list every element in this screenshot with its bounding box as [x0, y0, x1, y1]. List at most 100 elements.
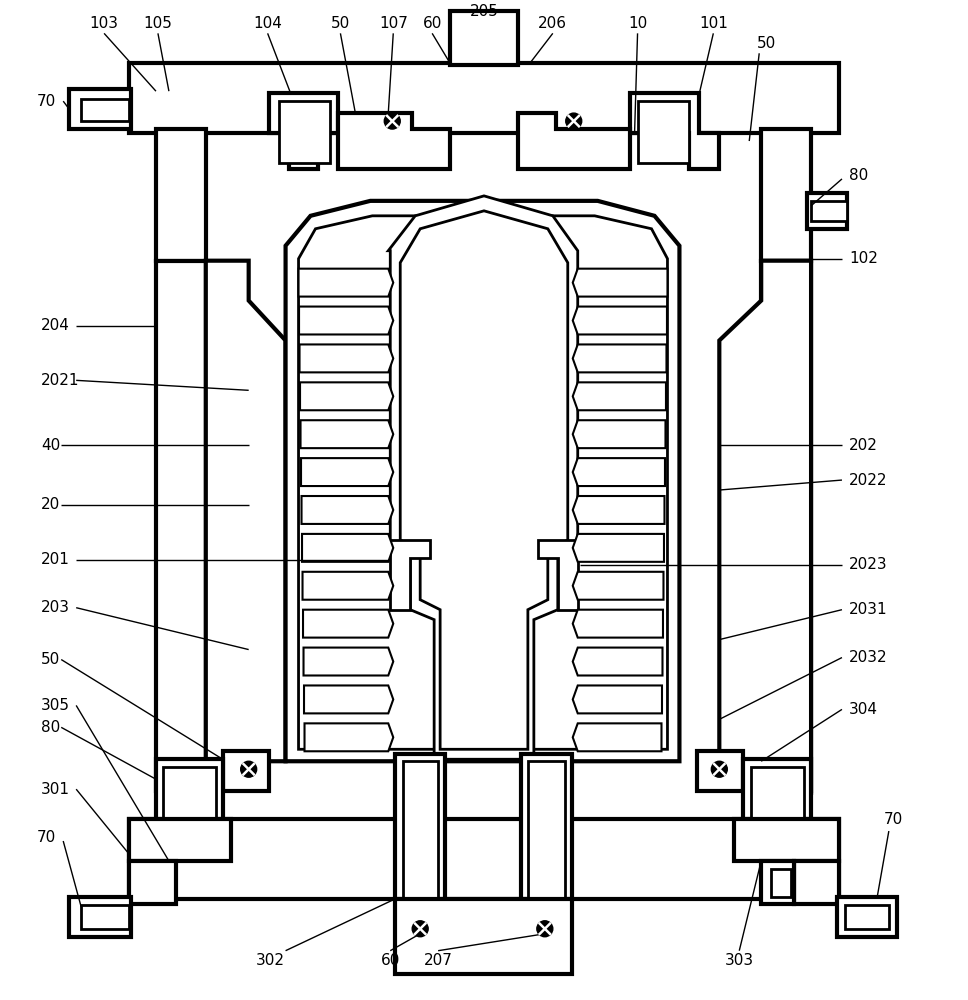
- Polygon shape: [286, 201, 680, 761]
- Text: 305: 305: [42, 698, 71, 713]
- Text: 302: 302: [257, 953, 286, 968]
- Text: 20: 20: [42, 497, 61, 512]
- Bar: [163, 767, 216, 819]
- Polygon shape: [300, 420, 393, 448]
- Bar: [450, 11, 518, 65]
- Bar: [771, 869, 791, 897]
- Polygon shape: [573, 572, 663, 600]
- Text: 40: 40: [42, 438, 61, 453]
- Polygon shape: [299, 344, 393, 372]
- Bar: [129, 861, 176, 904]
- Bar: [156, 759, 223, 819]
- Polygon shape: [573, 344, 667, 372]
- Bar: [129, 63, 839, 133]
- Text: 101: 101: [699, 16, 728, 31]
- Polygon shape: [339, 113, 450, 169]
- Polygon shape: [573, 382, 666, 410]
- Polygon shape: [304, 648, 393, 675]
- Polygon shape: [400, 211, 568, 749]
- Bar: [156, 261, 206, 791]
- Text: 80: 80: [849, 168, 868, 183]
- Text: 70: 70: [37, 830, 56, 845]
- Text: 203: 203: [42, 600, 71, 615]
- Bar: [528, 761, 564, 899]
- Polygon shape: [573, 534, 664, 562]
- Polygon shape: [388, 196, 578, 759]
- Polygon shape: [538, 540, 578, 610]
- Polygon shape: [629, 93, 719, 169]
- Bar: [521, 754, 572, 899]
- Text: 2023: 2023: [849, 557, 888, 572]
- Text: 60: 60: [422, 16, 441, 31]
- Polygon shape: [303, 572, 393, 600]
- Text: 304: 304: [849, 702, 878, 717]
- Bar: [69, 897, 131, 937]
- Text: 50: 50: [331, 16, 350, 31]
- Text: 2022: 2022: [849, 473, 888, 488]
- Polygon shape: [304, 685, 393, 713]
- Text: 204: 204: [42, 318, 70, 333]
- Bar: [395, 754, 445, 899]
- Text: 205: 205: [469, 4, 499, 19]
- Circle shape: [412, 921, 428, 937]
- Polygon shape: [305, 723, 393, 751]
- Polygon shape: [719, 261, 811, 791]
- Text: 80: 80: [42, 720, 61, 735]
- Bar: [697, 751, 743, 791]
- Bar: [156, 129, 206, 261]
- Polygon shape: [573, 269, 668, 297]
- Polygon shape: [298, 269, 393, 297]
- Text: 70: 70: [37, 94, 56, 109]
- Text: 201: 201: [42, 552, 70, 567]
- Bar: [129, 819, 839, 899]
- Polygon shape: [268, 93, 339, 169]
- Polygon shape: [573, 458, 665, 486]
- Polygon shape: [302, 534, 393, 562]
- Bar: [735, 819, 839, 861]
- Text: 50: 50: [757, 36, 775, 51]
- Polygon shape: [573, 307, 667, 334]
- Bar: [743, 759, 811, 819]
- Bar: [751, 767, 804, 819]
- Bar: [845, 905, 889, 929]
- Polygon shape: [303, 610, 393, 638]
- Bar: [794, 861, 839, 904]
- Bar: [129, 819, 230, 861]
- Circle shape: [384, 113, 400, 129]
- Bar: [807, 193, 847, 229]
- Text: 202: 202: [849, 438, 878, 453]
- Bar: [279, 101, 330, 163]
- Text: 70: 70: [884, 812, 903, 827]
- Text: 10: 10: [628, 16, 648, 31]
- Text: 2021: 2021: [42, 373, 79, 388]
- Bar: [638, 101, 689, 163]
- Polygon shape: [573, 610, 663, 638]
- Bar: [69, 89, 131, 129]
- Text: 60: 60: [380, 953, 400, 968]
- Polygon shape: [301, 496, 393, 524]
- Bar: [404, 761, 439, 899]
- Text: 102: 102: [849, 251, 878, 266]
- Circle shape: [241, 761, 257, 777]
- Polygon shape: [300, 382, 393, 410]
- Bar: [395, 899, 572, 974]
- Bar: [81, 905, 129, 929]
- Polygon shape: [518, 113, 629, 169]
- Bar: [81, 99, 129, 121]
- Polygon shape: [573, 685, 662, 713]
- Text: 107: 107: [378, 16, 408, 31]
- Text: 303: 303: [725, 953, 754, 968]
- Bar: [223, 751, 268, 791]
- Polygon shape: [573, 648, 662, 675]
- Text: 301: 301: [42, 782, 71, 797]
- Bar: [761, 129, 811, 261]
- Polygon shape: [298, 216, 668, 749]
- Polygon shape: [573, 496, 664, 524]
- Text: 207: 207: [424, 953, 453, 968]
- Text: 2031: 2031: [849, 602, 888, 617]
- Polygon shape: [390, 540, 430, 610]
- Bar: [811, 201, 847, 221]
- Circle shape: [537, 921, 553, 937]
- Text: 103: 103: [90, 16, 119, 31]
- Polygon shape: [301, 458, 393, 486]
